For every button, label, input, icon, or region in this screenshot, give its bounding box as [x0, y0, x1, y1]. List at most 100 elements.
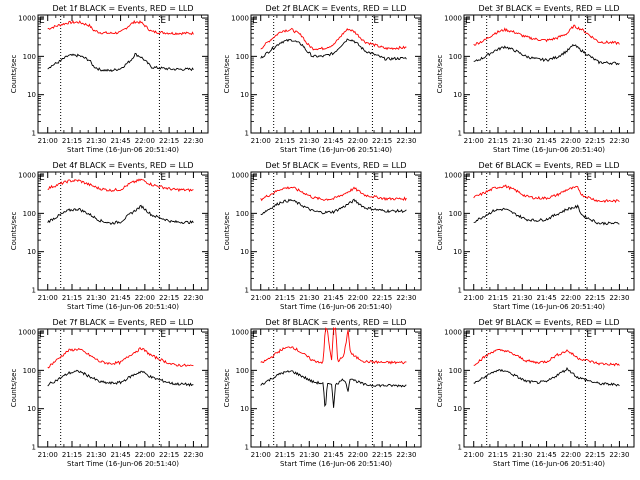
x-tick-label: 22:00 [348, 451, 368, 459]
y-tick-label: 1000 [18, 172, 36, 180]
x-tick-label: 22:00 [135, 294, 155, 302]
x-tick-label: 22:15 [159, 294, 179, 302]
panel-title: Det 8f BLACK = Events, RED = LLD [265, 318, 406, 327]
series-events-black [260, 370, 407, 408]
x-tick-label: 22:30 [609, 451, 629, 459]
y-tick-label: 10 [240, 248, 249, 256]
event-marker: E [252, 16, 258, 26]
x-axis-label: Start Time (16-Jun-06 20:51:40) [67, 303, 179, 311]
panel-det-5: Det 5f BLACK = Events, RED = LLD 1 10 100 10… [223, 161, 422, 311]
x-tick-label: 21:00 [464, 137, 484, 145]
event-marker: E [160, 330, 166, 340]
x-tick-label: 21:45 [323, 451, 343, 459]
x-axis-label: Start Time (16-Jun-06 20:51:40) [280, 303, 392, 311]
y-tick-label: 1 [458, 130, 462, 138]
series-lld-red [473, 348, 620, 367]
x-tick-label: 22:30 [396, 451, 416, 459]
x-tick-label: 21:15 [62, 294, 82, 302]
x-tick-label: 21:00 [464, 294, 484, 302]
series-events-black [260, 198, 407, 216]
plot-frame [250, 328, 422, 448]
x-axis-label: Start Time (16-Jun-06 20:51:40) [493, 303, 605, 311]
y-tick-label: 1 [32, 130, 36, 138]
event-marker: E [465, 16, 471, 26]
panel-det-3: Det 3f BLACK = Events, RED = LLD 1 10 100 10… [436, 4, 635, 154]
x-tick-label: 22:15 [159, 137, 179, 145]
x-axis-label: Start Time (16-Jun-06 20:51:40) [493, 146, 605, 154]
x-tick-label: 22:00 [561, 137, 581, 145]
event-marker: E [373, 173, 379, 183]
y-axis-label: Counts/sec [436, 369, 444, 408]
y-tick-label: 1 [32, 287, 36, 295]
plot-frame [37, 14, 209, 134]
plot-frame [250, 171, 422, 291]
x-axis-label: Start Time (16-Jun-06 20:51:40) [67, 146, 179, 154]
x-tick-label: 22:15 [585, 137, 605, 145]
event-marker: E [586, 173, 592, 183]
plot-frame [37, 328, 209, 448]
plot-frame [250, 14, 422, 134]
y-tick-label: 1 [32, 444, 36, 452]
event-marker: E [160, 173, 166, 183]
plot-frame [463, 14, 635, 134]
x-axis-label: Start Time (16-Jun-06 20:51:40) [280, 460, 392, 468]
plot-frame [463, 328, 635, 448]
panel-det-1: Det 1f BLACK = Events, RED = LLD 1 10 100 10… [10, 4, 209, 154]
series-events-black [47, 204, 194, 225]
x-tick-label: 21:15 [488, 451, 508, 459]
panel-title: Det 9f BLACK = Events, RED = LLD [478, 318, 619, 327]
y-axis-label: Counts/sec [10, 212, 18, 251]
x-tick-label: 22:15 [159, 451, 179, 459]
x-tick-label: 22:30 [609, 137, 629, 145]
x-tick-label: 21:15 [275, 451, 295, 459]
y-tick-label: 10 [453, 248, 462, 256]
event-marker: E [39, 330, 45, 340]
series-events-black [473, 204, 620, 226]
y-axis-label: Counts/sec [223, 55, 231, 94]
y-tick-label: 10 [240, 405, 249, 413]
x-tick-label: 22:00 [348, 294, 368, 302]
x-tick-label: 22:00 [348, 137, 368, 145]
x-tick-label: 21:30 [299, 137, 319, 145]
y-tick-label: 100 [23, 53, 36, 61]
series-events-black [260, 38, 407, 61]
x-axis-label: Start Time (16-Jun-06 20:51:40) [493, 460, 605, 468]
panel-title: Det 7f BLACK = Events, RED = LLD [52, 318, 193, 327]
y-tick-label: 1 [245, 444, 249, 452]
series-events-black [47, 369, 194, 387]
x-tick-label: 21:30 [512, 451, 532, 459]
panel-det-4: Det 4f BLACK = Events, RED = LLD 1 10 100 10… [10, 161, 209, 311]
x-tick-label: 22:00 [561, 451, 581, 459]
x-tick-label: 22:30 [183, 137, 203, 145]
panel-title: Det 2f BLACK = Events, RED = LLD [265, 4, 406, 13]
panel-det-6: Det 6f BLACK = Events, RED = LLD 1 10 100 10… [436, 161, 635, 311]
x-tick-label: 21:30 [512, 137, 532, 145]
x-tick-label: 21:30 [299, 451, 319, 459]
x-tick-label: 21:00 [38, 451, 58, 459]
x-tick-label: 21:45 [110, 137, 130, 145]
x-tick-label: 22:15 [372, 451, 392, 459]
y-tick-label: 100 [449, 53, 462, 61]
y-tick-label: 10 [27, 91, 36, 99]
x-tick-label: 21:15 [488, 294, 508, 302]
x-tick-label: 22:15 [372, 137, 392, 145]
plot-frame [463, 171, 635, 291]
x-tick-label: 21:00 [464, 451, 484, 459]
x-tick-label: 21:45 [323, 137, 343, 145]
y-tick-label: 1 [245, 287, 249, 295]
x-tick-label: 21:45 [536, 294, 556, 302]
panel-det-7: Det 7f BLACK = Events, RED = LLD 1 10 100 10… [10, 318, 209, 468]
x-tick-label: 22:30 [396, 294, 416, 302]
x-tick-label: 21:15 [275, 137, 295, 145]
x-axis-label: Start Time (16-Jun-06 20:51:40) [280, 146, 392, 154]
y-tick-label: 1000 [444, 15, 462, 23]
x-tick-label: 21:45 [110, 294, 130, 302]
y-axis-label: Counts/sec [10, 369, 18, 408]
x-tick-label: 21:45 [323, 294, 343, 302]
x-tick-label: 21:00 [251, 294, 271, 302]
y-tick-label: 10 [27, 248, 36, 256]
x-tick-label: 22:15 [372, 294, 392, 302]
series-lld-red [47, 347, 194, 369]
x-tick-label: 22:00 [561, 294, 581, 302]
